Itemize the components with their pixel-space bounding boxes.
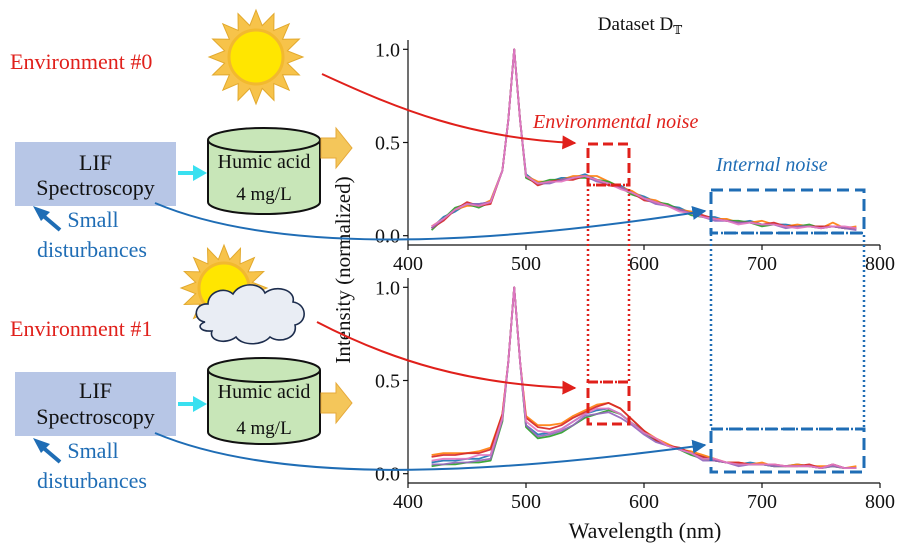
arrow-to-chart-1	[320, 381, 353, 425]
lif-label-1: LIF	[79, 378, 112, 403]
spectrum-chart-bottom: 400 500 600 700 800 0.0 0.5 1.0	[375, 277, 895, 513]
lif-spectroscopy-box-1: LIF Spectroscopy	[15, 372, 176, 436]
small-disturbances-0: Small disturbances	[33, 206, 147, 262]
arrow-to-chart-0	[320, 126, 353, 170]
humic-acid-label-0: Humic acid	[218, 151, 311, 173]
bottom-chart-series-group	[431, 286, 857, 469]
spectrum-chart-top: 400 500 600 700 800 0.0 0.5 1.0	[375, 39, 895, 275]
disturbances-label-0: disturbances	[37, 237, 147, 262]
humic-acid-sample-0: Humic acid 4 mg/L	[207, 127, 321, 215]
top-chart-series-line-5	[431, 48, 857, 230]
bottom-chart-y-tick-label: 1.0	[375, 277, 400, 299]
disturbances-label-1: disturbances	[37, 468, 147, 493]
internal-noise-annotation: Internal noise	[154, 154, 866, 474]
top-chart-series-line-0	[430, 48, 857, 230]
bottom-chart-x-tick-label: 700	[747, 491, 777, 513]
top-chart-series-line-1	[431, 48, 857, 230]
sun-icon	[207, 8, 305, 106]
top-chart-x-tick-label: 400	[393, 253, 423, 275]
top-chart-y-tick-label: 0.0	[375, 226, 400, 248]
bottom-chart-x-tick-label: 400	[393, 491, 423, 513]
lif-label-0: LIF	[79, 150, 112, 175]
bottom-chart-x-tick-label: 800	[865, 491, 895, 513]
environmental-noise-label: Environmental noise	[532, 111, 698, 133]
top-chart-series-line-2	[430, 48, 857, 231]
top-chart-x-tick-label: 600	[629, 253, 659, 275]
environment-1-label: Environment #1	[10, 316, 152, 341]
environment-1-group: Environment #1 LIF Spectroscopy Humic ac…	[10, 243, 353, 493]
humic-acid-label-1: Humic acid	[218, 381, 311, 403]
top-chart-y-tick-label: 0.5	[375, 133, 400, 155]
top-chart-x-tick-label: 500	[511, 253, 541, 275]
env-noise-box-span	[586, 183, 631, 384]
y-axis-label: Intensity (normalized)	[331, 176, 355, 363]
lif-spectroscopy-box-0: LIF Spectroscopy	[15, 142, 176, 206]
top-chart-y-tick-label: 1.0	[375, 39, 400, 61]
small-label-1: Small	[67, 438, 118, 463]
bottom-chart-x-tick-label: 600	[629, 491, 659, 513]
sun-behind-cloud-icon	[179, 243, 305, 345]
top-chart-series-group	[430, 48, 857, 231]
env-noise-box-top	[586, 142, 631, 187]
environment-0-label: Environment #0	[10, 49, 152, 74]
environment-0-group: Environment #0 LIF Spectroscopy Humic ac…	[10, 8, 353, 262]
env-noise-box-bottom	[586, 380, 631, 426]
int-noise-box-span	[709, 231, 866, 431]
humic-acid-sample-1: Humic acid 4 mg/L	[207, 357, 321, 445]
concentration-label-0: 4 mg/L	[236, 184, 291, 205]
top-chart-x-tick-label: 700	[747, 253, 777, 275]
top-chart-series-line-4	[431, 48, 857, 231]
top-chart-series-line-3	[431, 48, 857, 230]
bottom-chart-series-line-5	[431, 286, 857, 469]
arrow-excitation-1	[178, 396, 207, 412]
internal-noise-label: Internal noise	[715, 154, 828, 176]
spectroscopy-label-0: Spectroscopy	[36, 175, 155, 200]
figure-title: Dataset D𝕋	[598, 14, 682, 37]
small-label-0: Small	[67, 207, 118, 232]
arrow-excitation-0	[178, 165, 207, 181]
bottom-chart-x-tick-label: 500	[511, 491, 541, 513]
top-chart-x-tick-label: 800	[865, 253, 895, 275]
bottom-chart-y-tick-label: 0.5	[375, 371, 400, 393]
concentration-label-1: 4 mg/L	[236, 418, 291, 439]
spectroscopy-label-1: Spectroscopy	[36, 404, 155, 429]
environmental-noise-annotation: Environmental noise	[316, 73, 698, 426]
small-disturbances-1: Small disturbances	[33, 438, 147, 493]
x-axis-label: Wavelength (nm)	[569, 518, 722, 543]
bottom-chart-y-tick-label: 0.0	[375, 464, 400, 486]
